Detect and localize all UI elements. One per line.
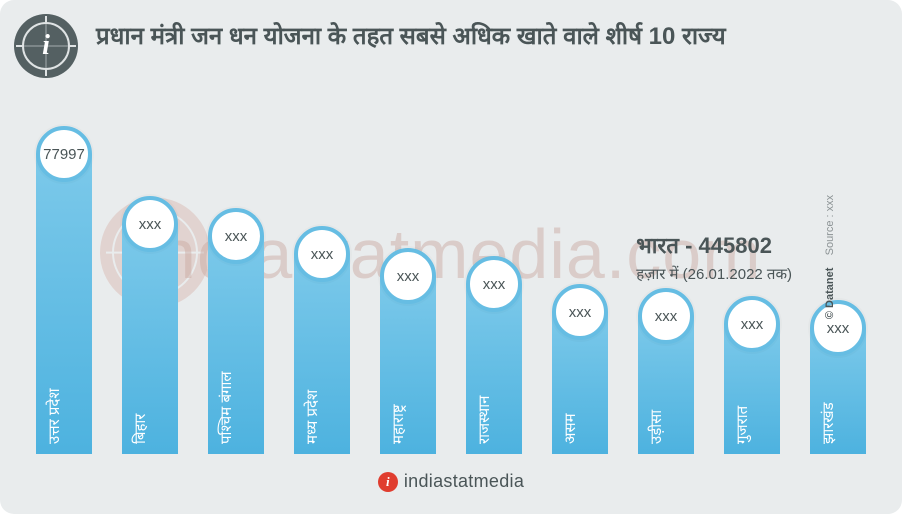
bar-value-bubble: xxx (638, 288, 694, 344)
bar-value-bubble: xxx (466, 256, 522, 312)
chart-title: प्रधान मंत्री जन धन योजना के तहत सबसे अध… (96, 20, 872, 55)
bar-chart: 77997उत्तर प्रदेशxxxबिहारxxxपश्चिम बंगाल… (36, 124, 866, 454)
bar-label: असम (560, 413, 580, 444)
bar-value-bubble: xxx (552, 284, 608, 340)
bar-label: महाराष्ट्र (388, 404, 408, 444)
brand-name: indiastatmedia (404, 471, 524, 492)
footer-brand: i indiastatmedia (0, 471, 902, 492)
source-vertical: © Datanet Source : xxx (768, 0, 892, 514)
bar: xxxपश्चिम बंगाल (208, 236, 264, 454)
bar-value-bubble: xxx (208, 208, 264, 264)
bar: xxxबिहार (122, 224, 178, 454)
info-icon: i (14, 14, 78, 78)
bar-value-bubble: xxx (380, 248, 436, 304)
bar-rect: xxxबिहार (122, 224, 178, 454)
bar: xxxउड़ीसा (638, 316, 694, 454)
bar-value-bubble: xxx (294, 226, 350, 282)
bar-label: उड़ीसा (646, 410, 666, 444)
bar-value-bubble: 77997 (36, 126, 92, 182)
bar-label: उत्तर प्रदेश (44, 388, 64, 444)
bar: xxxराजस्थान (466, 284, 522, 454)
bar-label: राजस्थान (474, 396, 494, 444)
bar: xxxमहाराष्ट्र (380, 276, 436, 454)
bar: xxxमध्य प्रदेश (294, 254, 350, 454)
source-copyright: © Datanet (824, 268, 836, 320)
page: i प्रधान मंत्री जन धन योजना के तहत सबसे … (0, 0, 902, 514)
brand-logo-icon: i (378, 472, 398, 492)
bar-rect: xxxउड़ीसा (638, 316, 694, 454)
bar-rect: xxxराजस्थान (466, 284, 522, 454)
bar-rect: xxxअसम (552, 312, 608, 454)
bar-label: मध्य प्रदेश (302, 390, 322, 444)
bar-value-bubble: xxx (122, 196, 178, 252)
source-label: Source : xxx (824, 195, 836, 256)
bar-label: पश्चिम बंगाल (216, 371, 236, 444)
bar: xxxअसम (552, 312, 608, 454)
bar-label: बिहार (130, 414, 150, 444)
bar-rect: xxxमध्य प्रदेश (294, 254, 350, 454)
bar-rect: 77997उत्तर प्रदेश (36, 154, 92, 454)
bar-rect: xxxपश्चिम बंगाल (208, 236, 264, 454)
bar-rect: xxxमहाराष्ट्र (380, 276, 436, 454)
bar-label: गुजरात (732, 406, 752, 444)
bar: 77997उत्तर प्रदेश (36, 154, 92, 454)
